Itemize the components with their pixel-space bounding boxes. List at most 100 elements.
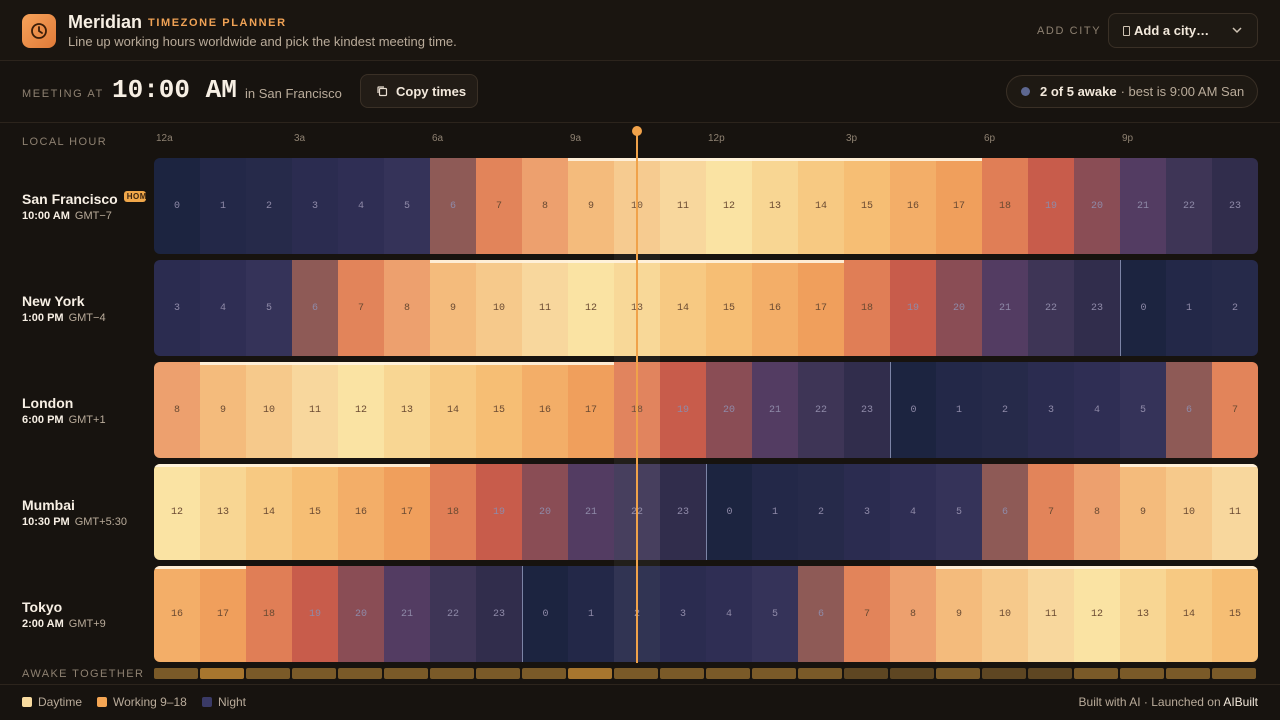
awake-together-segment[interactable] [522,668,566,679]
hour-cell[interactable]: 16 [522,362,568,458]
awake-together-segment[interactable] [1028,668,1072,679]
hour-cell[interactable]: 14 [798,158,844,254]
awake-together-segment[interactable] [430,668,474,679]
hour-cell[interactable]: 3 [154,260,200,356]
hour-cell[interactable]: 23 [844,362,890,458]
hour-cell[interactable]: 8 [890,566,936,662]
hour-cell[interactable]: 23 [476,566,522,662]
footer-brand-link[interactable]: AIBuilt [1223,695,1258,709]
hour-cell[interactable]: 2 [982,362,1028,458]
add-city-select[interactable]: Add a city… [1108,13,1258,48]
hour-cell[interactable]: 8 [1074,464,1120,560]
hour-cell[interactable]: 20 [706,362,752,458]
hour-cell[interactable]: 17 [200,566,246,662]
hour-cell[interactable]: 21 [752,362,798,458]
hour-cell[interactable]: 23 [1074,260,1120,356]
hour-cell[interactable]: 15 [844,158,890,254]
hour-cell[interactable]: 15 [292,464,338,560]
hour-cell[interactable]: 10 [476,260,522,356]
hour-cell[interactable]: 20 [1074,158,1120,254]
hour-cell[interactable]: 7 [338,260,384,356]
hour-cell[interactable]: 7 [476,158,522,254]
hour-cell[interactable]: 7 [1028,464,1074,560]
hour-cell[interactable]: 19 [1028,158,1074,254]
hour-cell[interactable]: 9 [200,362,246,458]
hour-cell[interactable]: 8 [154,362,200,458]
hour-cell[interactable]: 5 [384,158,430,254]
hour-cell[interactable]: 6 [1166,362,1212,458]
hour-cell[interactable]: 15 [1212,566,1258,662]
hour-cell[interactable]: 0 [706,464,752,560]
awake-together-segment[interactable] [476,668,520,679]
hour-cell[interactable]: 13 [200,464,246,560]
awake-together-segment[interactable] [200,668,244,679]
hour-cell[interactable]: 14 [430,362,476,458]
hour-cell[interactable]: 21 [982,260,1028,356]
awake-together-segment[interactable] [660,668,704,679]
hour-cell[interactable]: 0 [1120,260,1166,356]
copy-times-button[interactable]: Copy times [360,74,478,108]
hour-cell[interactable]: 1 [752,464,798,560]
hour-cell[interactable]: 0 [522,566,568,662]
awake-together-segment[interactable] [798,668,842,679]
awake-together-segment[interactable] [1166,668,1210,679]
hour-cell[interactable]: 17 [568,362,614,458]
hour-cell[interactable]: 2 [1212,260,1258,356]
hour-cell[interactable]: 5 [936,464,982,560]
hour-cell[interactable]: 22 [798,362,844,458]
hour-cell[interactable]: 16 [154,566,200,662]
awake-together-segment[interactable] [1120,668,1164,679]
hour-cell[interactable]: 2 [798,464,844,560]
hour-cell[interactable]: 18 [844,260,890,356]
hour-cell[interactable]: 8 [384,260,430,356]
hour-cell[interactable]: 5 [246,260,292,356]
awake-together-segment[interactable] [706,668,750,679]
hour-cell[interactable]: 3 [844,464,890,560]
hour-cell[interactable]: 20 [338,566,384,662]
hour-cell[interactable]: 9 [430,260,476,356]
hour-cell[interactable]: 18 [982,158,1028,254]
awake-together-segment[interactable] [568,668,612,679]
hour-cell[interactable]: 11 [1028,566,1074,662]
hour-cell[interactable]: 20 [936,260,982,356]
awake-together-segment[interactable] [338,668,382,679]
hour-cell[interactable]: 1 [200,158,246,254]
hour-cell[interactable]: 5 [752,566,798,662]
hour-cell[interactable]: 4 [890,464,936,560]
hour-cell[interactable]: 12 [154,464,200,560]
awake-together-segment[interactable] [384,668,428,679]
awake-together-segment[interactable] [1212,668,1256,679]
hour-cell[interactable]: 17 [936,158,982,254]
hour-cell[interactable]: 12 [568,260,614,356]
hour-cell[interactable]: 4 [706,566,752,662]
hour-cell[interactable]: 22 [1166,158,1212,254]
hour-cell[interactable]: 9 [568,158,614,254]
hour-cell[interactable]: 17 [798,260,844,356]
hour-cell[interactable]: 18 [430,464,476,560]
hour-cell[interactable]: 16 [338,464,384,560]
hour-cell[interactable]: 4 [200,260,246,356]
hour-cell[interactable]: 23 [1212,158,1258,254]
awake-together-segment[interactable] [844,668,888,679]
hour-cell[interactable]: 11 [1212,464,1258,560]
hour-cell[interactable]: 9 [1120,464,1166,560]
hour-cell[interactable]: 12 [1074,566,1120,662]
awake-together-segment[interactable] [246,668,290,679]
hour-cell[interactable]: 10 [246,362,292,458]
hour-cell[interactable]: 6 [292,260,338,356]
hour-cell[interactable]: 9 [936,566,982,662]
hour-cell[interactable]: 13 [752,158,798,254]
hour-cell[interactable]: 21 [1120,158,1166,254]
meeting-time-handle[interactable] [632,126,642,136]
awake-together-segment[interactable] [982,668,1026,679]
hour-cell[interactable]: 16 [890,158,936,254]
hour-cell[interactable]: 6 [798,566,844,662]
hour-cell[interactable]: 13 [1120,566,1166,662]
hour-cell[interactable]: 1 [568,566,614,662]
hour-cell[interactable]: 12 [338,362,384,458]
hour-cell[interactable]: 22 [1028,260,1074,356]
hour-cell[interactable]: 8 [522,158,568,254]
hour-cell[interactable]: 1 [1166,260,1212,356]
hour-cell[interactable]: 15 [706,260,752,356]
hour-cell[interactable]: 14 [660,260,706,356]
